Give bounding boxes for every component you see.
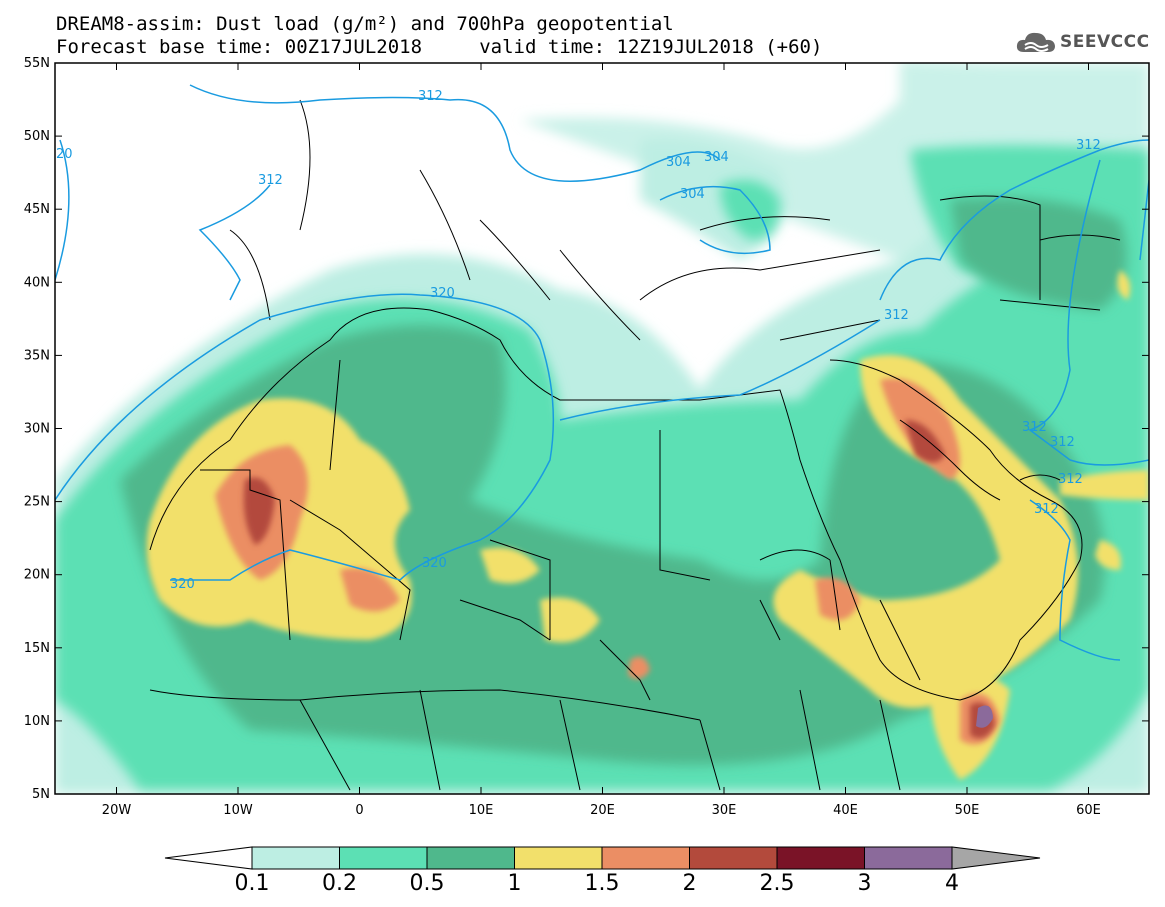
- contour-label: 312: [1058, 472, 1083, 487]
- lat-tick-label: 15N: [24, 641, 50, 656]
- colorbar-label: 3: [857, 871, 872, 896]
- lat-tick-label: 5N: [32, 787, 50, 802]
- colorbar-segment: [776, 846, 865, 870]
- lon-tick-label: 60E: [1076, 803, 1101, 818]
- colorbar-label: 0.5: [409, 871, 445, 896]
- lat-tick-label: 45N: [24, 202, 50, 217]
- contour-label: 312: [1034, 502, 1059, 517]
- lat-tick-label: 55N: [24, 56, 50, 71]
- lon-tick-label: 10E: [469, 803, 494, 818]
- colorbar-segment: [251, 846, 340, 870]
- colorbar-segment: [426, 846, 515, 870]
- contour-label: 312: [884, 308, 909, 323]
- colorbar-label: 0.2: [322, 871, 357, 896]
- colorbar-label: 2.5: [759, 871, 795, 896]
- contour-label: 304: [680, 187, 705, 202]
- lat-tick-label: 25N: [24, 495, 50, 510]
- colorbar-segment: [339, 846, 428, 870]
- lat-tick-label: 50N: [24, 129, 50, 144]
- contour-label: 312: [1022, 420, 1047, 435]
- lon-tick-label: 20E: [590, 803, 615, 818]
- lon-tick-label: 40E: [833, 803, 858, 818]
- colorbar-over-triangle: [951, 846, 1041, 870]
- lat-tick-label: 40N: [24, 275, 50, 290]
- colorbar-label: 2: [682, 871, 697, 896]
- colorbar-segment: [689, 846, 778, 870]
- lon-tick-label: 10W: [223, 803, 253, 818]
- longitude-axis: 20W 10W 0 10E 20E 30E 40E 50E 60E: [102, 63, 1101, 818]
- lon-tick-label: 0: [355, 803, 363, 818]
- contour-label: 312: [418, 89, 443, 104]
- logo-text: SEEVCCC: [1060, 32, 1150, 52]
- colorbar-segment: [601, 846, 690, 870]
- map-title: DREAM8-assim: Dust load (g/m²) and 700hP…: [56, 13, 674, 35]
- map-subtitle: Forecast base time: 00Z17JUL2018 valid t…: [56, 36, 823, 58]
- contour-label: 312: [1076, 138, 1101, 153]
- colorbar-under-triangle: [164, 846, 253, 870]
- lat-tick-label: 20N: [24, 568, 50, 583]
- lon-tick-label: 20W: [102, 803, 132, 818]
- cloud-icon: [1016, 32, 1055, 52]
- seevccc-logo: SEEVCCC: [1016, 27, 1150, 57]
- colorbar-label: 1.5: [584, 871, 620, 896]
- lon-tick-label: 30E: [712, 803, 737, 818]
- colorbar-label: 4: [945, 871, 959, 896]
- contour-label: 320: [422, 556, 447, 571]
- colorbar-label: 0.1: [234, 871, 270, 896]
- lat-tick-label: 10N: [24, 714, 50, 729]
- colorbar-segment: [514, 846, 603, 870]
- colorbar: [164, 846, 1041, 870]
- dust-field: [55, 63, 1149, 794]
- contour-label: 312: [258, 173, 283, 188]
- contour-label: 320: [170, 577, 195, 592]
- lat-tick-label: 35N: [24, 348, 50, 363]
- contour-label: 20: [56, 147, 73, 162]
- latitude-axis: 55N 50N 45N 40N 35N 30N 25N 20N 15N 10N 5N: [24, 56, 1149, 802]
- contour-label: 320: [430, 286, 455, 301]
- contour-labels: 312 312 320 304 304 304 320 320 312 312 …: [56, 89, 1101, 592]
- contour-label: 304: [704, 150, 729, 165]
- contour-label: 312: [1050, 435, 1075, 450]
- colorbar-label: 1: [507, 871, 522, 896]
- lat-tick-label: 30N: [24, 422, 50, 437]
- colorbar-segment: [864, 846, 953, 870]
- lon-tick-label: 50E: [955, 803, 980, 818]
- contour-label: 304: [666, 155, 691, 170]
